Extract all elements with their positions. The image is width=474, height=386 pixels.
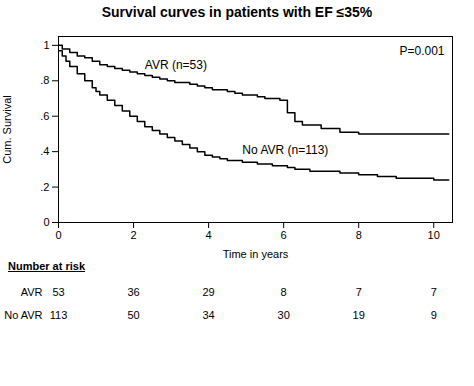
svg-text:29: 29	[202, 286, 214, 298]
svg-text:8: 8	[356, 229, 362, 241]
svg-text:AVR (n=53): AVR (n=53)	[145, 58, 207, 72]
svg-text:8: 8	[281, 286, 287, 298]
svg-text:.6: .6	[40, 110, 49, 122]
svg-text:10: 10	[428, 229, 440, 241]
svg-text:6: 6	[281, 229, 287, 241]
svg-text:.2: .2	[40, 181, 49, 193]
html-text:Survival curves in patients wi: Survival curves in patients with EF ≤35%	[101, 4, 373, 20]
svg-text:1: 1	[43, 39, 49, 51]
svg-text:No AVR (n=113): No AVR (n=113)	[242, 143, 328, 157]
html-text:Number at risk: Number at risk	[8, 260, 85, 272]
svg-text:No AVR: No AVR	[4, 309, 42, 321]
svg-text:0: 0	[55, 229, 61, 241]
svg-text:P=0.001: P=0.001	[399, 44, 444, 58]
svg-text:113: 113	[50, 309, 68, 321]
svg-text:2: 2	[130, 229, 136, 241]
svg-text:30: 30	[278, 309, 290, 321]
svg-text:4: 4	[206, 229, 212, 241]
svg-text:AVR: AVR	[21, 286, 43, 298]
svg-text:Cum. Survival: Cum. Survival	[1, 95, 13, 163]
svg-text:.4: .4	[40, 145, 49, 157]
svg-text:34: 34	[202, 309, 214, 321]
svg-text:7: 7	[431, 286, 437, 298]
svg-text:9: 9	[431, 309, 437, 321]
svg-text:36: 36	[127, 286, 139, 298]
svg-text:53: 53	[52, 286, 64, 298]
svg-text:.8: .8	[40, 74, 49, 86]
svg-text:7: 7	[356, 286, 362, 298]
svg-text:19: 19	[353, 309, 365, 321]
svg-text:0: 0	[43, 216, 49, 228]
svg-text:50: 50	[127, 309, 139, 321]
svg-text:Time in years: Time in years	[223, 248, 289, 260]
